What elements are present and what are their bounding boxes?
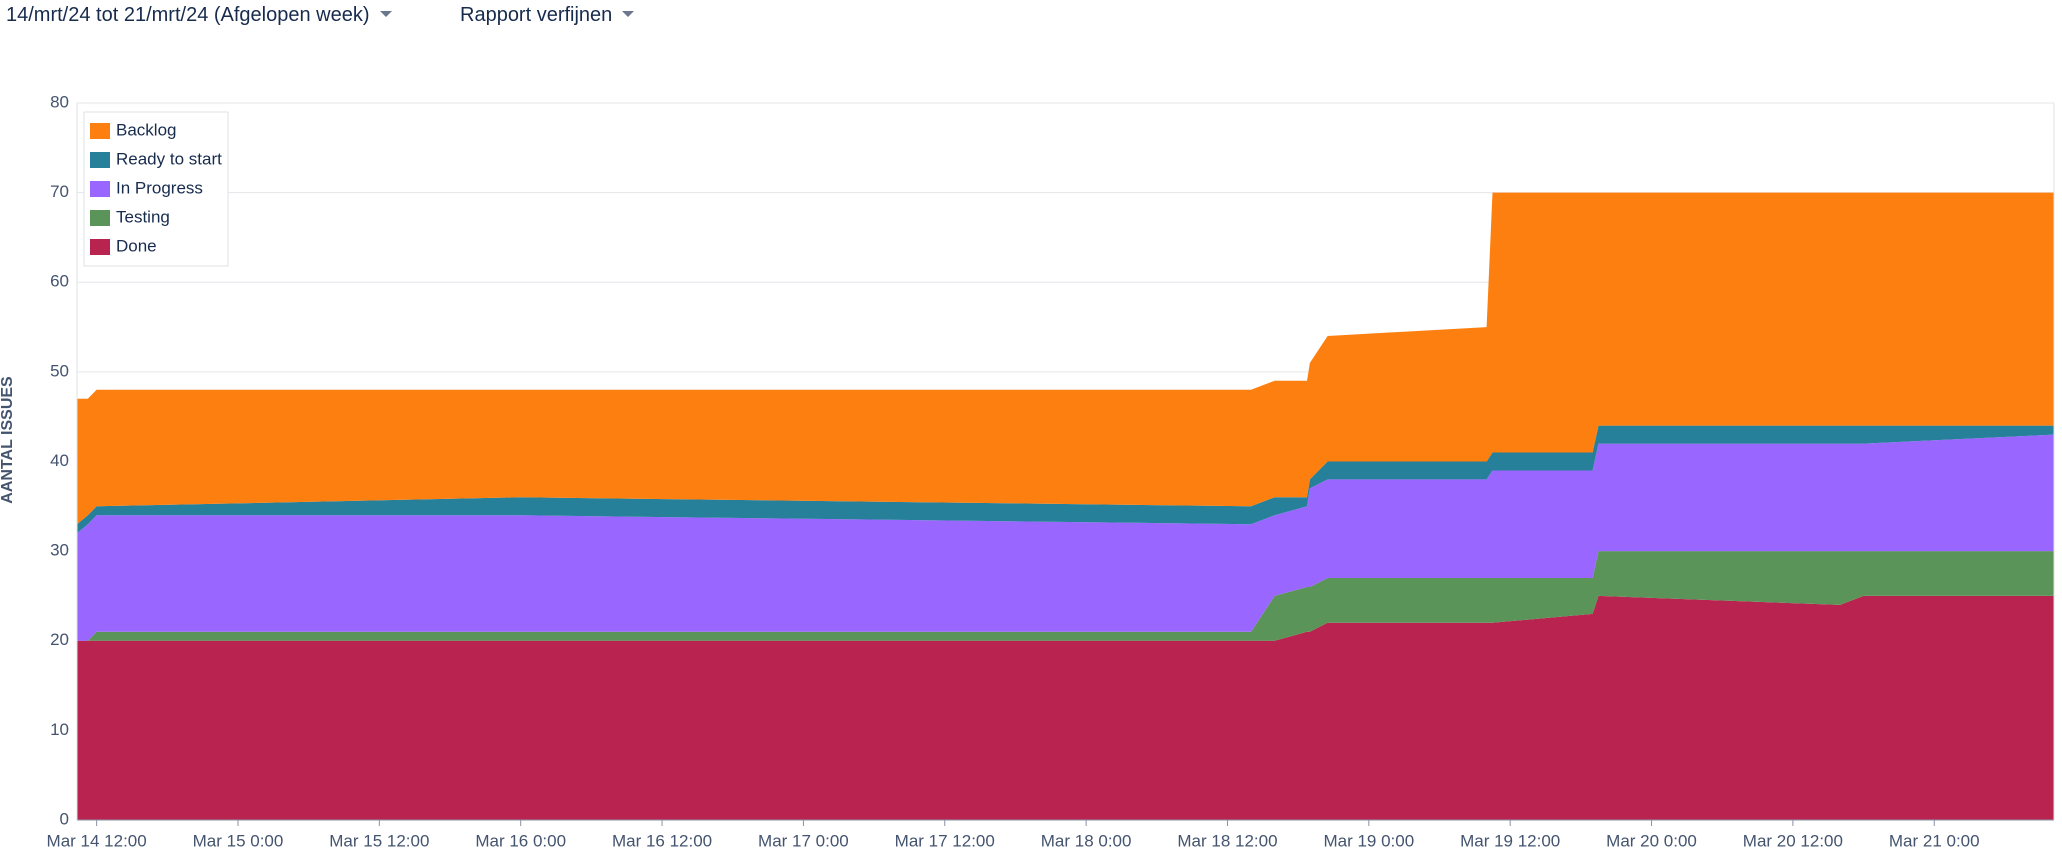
y-tick-label: 50 [50, 361, 69, 380]
date-range: 14/mrt/24 tot 21/mrt/24 (Afgelopen week) [6, 4, 370, 26]
date-range-picker[interactable]: 14/mrt/24 tot 21/mrt/24 (Afgelopen week) [6, 4, 392, 27]
x-tick-label: Mar 17 12:00 [895, 831, 995, 850]
area [77, 551, 2054, 641]
y-tick-label: 10 [50, 720, 69, 739]
x-tick-label: Mar 16 0:00 [475, 831, 566, 850]
legend-label: In Progress [116, 178, 203, 197]
legend-swatch [90, 152, 110, 168]
y-tick-label: 0 [60, 809, 69, 828]
x-tick-label: Mar 19 12:00 [1460, 831, 1560, 850]
legend-swatch [90, 210, 110, 226]
x-tick-label: Mar 15 0:00 [193, 831, 284, 850]
x-tick-label: Mar 21 0:00 [1889, 831, 1980, 850]
y-tick-label: 60 [50, 272, 69, 291]
legend-swatch [90, 181, 110, 197]
y-tick-label: 30 [50, 541, 69, 560]
x-tick-label: Mar 16 12:00 [612, 831, 712, 850]
x-tick-label: Mar 15 12:00 [329, 831, 429, 850]
area [77, 434, 2054, 641]
y-tick-label: 20 [50, 630, 69, 649]
area [77, 192, 2054, 525]
y-axis-label: AANTAL ISSUES [0, 376, 16, 504]
legend-label: Done [116, 236, 157, 255]
x-tick-label: Mar 19 0:00 [1323, 831, 1414, 850]
x-tick-label: Mar 14 12:00 [47, 831, 147, 850]
caret [622, 11, 635, 17]
legend-swatch [90, 123, 110, 139]
x-tick-label: Mar 20 12:00 [1743, 831, 1843, 850]
y-tick-label: 70 [50, 182, 69, 201]
legend-label: Ready to start [116, 149, 222, 168]
x-tick-label: Mar 18 12:00 [1177, 831, 1277, 850]
area [77, 595, 2054, 820]
legend: Backlog Ready to start In Progress Testing D… [83, 111, 229, 267]
refine-report[interactable]: Rapport verfijnen [460, 4, 635, 27]
legend-swatch [90, 239, 110, 255]
y-tick-label: 80 [50, 92, 69, 111]
refine-label: Rapport verfijnen [460, 4, 613, 26]
x-tick-label: Mar 18 0:00 [1041, 831, 1132, 850]
caret [379, 11, 392, 17]
y-tick-label: 40 [50, 451, 69, 470]
legend-label: Testing [116, 207, 170, 226]
x-tick-label: Mar 17 0:00 [758, 831, 849, 850]
legend-label: Backlog [116, 120, 176, 139]
x-tick-label: Mar 20 0:00 [1606, 831, 1697, 850]
